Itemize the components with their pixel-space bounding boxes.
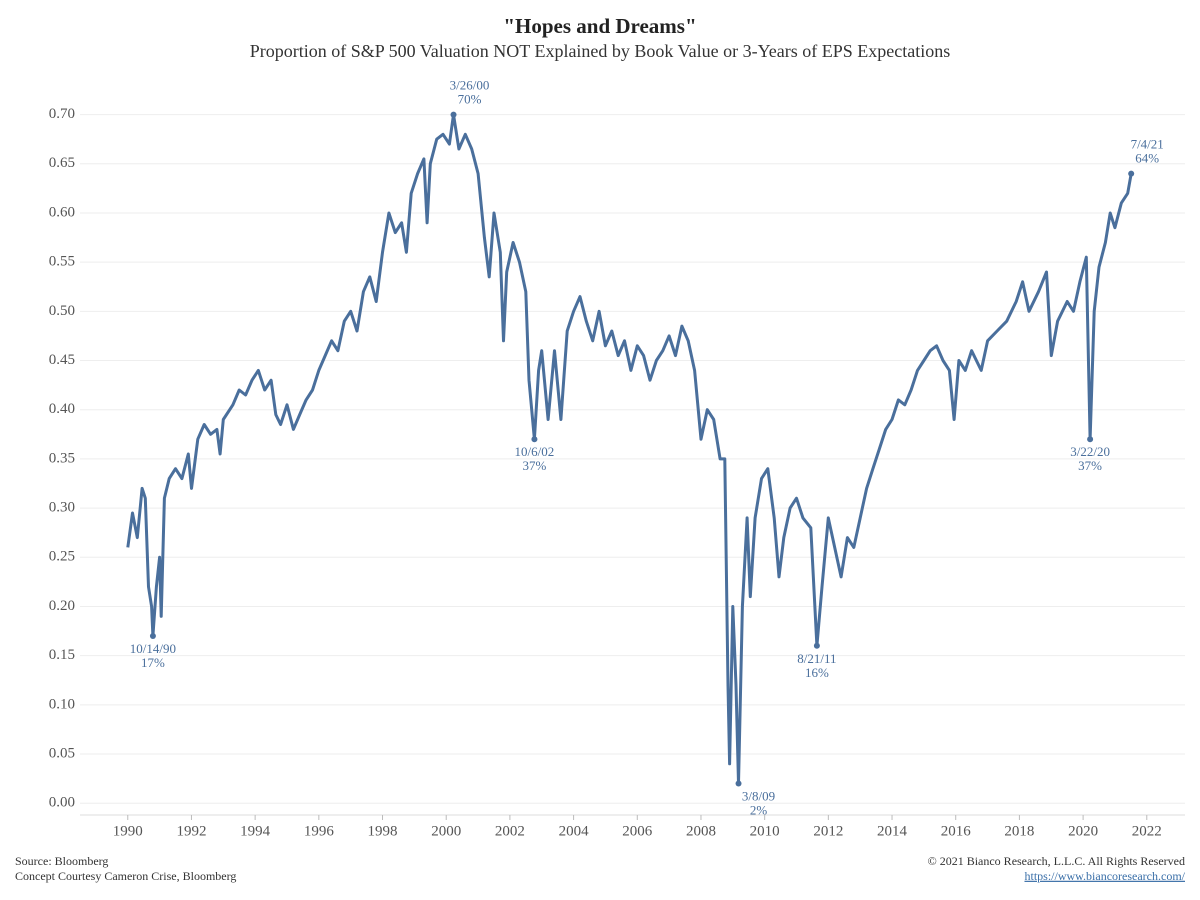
y-tick-label: 0.65 <box>49 155 75 171</box>
annotation-point <box>735 780 742 787</box>
y-tick-label: 0.00 <box>49 795 75 811</box>
x-tick-label: 2016 <box>941 823 972 839</box>
annotation-point <box>1087 436 1094 443</box>
annotation-point <box>531 436 538 443</box>
annotation-date: 7/4/21 <box>1131 137 1164 152</box>
annotation-date: 8/21/11 <box>797 651 836 666</box>
y-tick-label: 0.10 <box>49 696 75 712</box>
source: Source: Bloomberg <box>15 854 108 868</box>
y-tick-label: 0.60 <box>49 204 75 220</box>
x-tick-label: 2006 <box>622 823 653 839</box>
concept: Concept Courtesy Cameron Crise, Bloomber… <box>15 869 236 883</box>
y-tick-label: 0.20 <box>49 598 75 614</box>
annotation-date: 3/22/20 <box>1070 444 1110 459</box>
annotation-label: 37% <box>522 458 546 473</box>
annotation-label: 64% <box>1135 151 1159 166</box>
x-tick-label: 2004 <box>559 823 590 839</box>
annotation-date: 3/8/09 <box>742 789 775 804</box>
x-tick-label: 1990 <box>113 823 143 839</box>
annotation-label: 2% <box>750 803 768 818</box>
annotation-point <box>149 632 156 639</box>
annotation-point <box>813 642 820 649</box>
annotation-date: 10/14/90 <box>130 641 176 656</box>
annotation-label: 70% <box>458 92 482 107</box>
x-tick-label: 2022 <box>1132 823 1162 839</box>
chart-subtitle: Proportion of S&P 500 Valuation NOT Expl… <box>250 41 950 61</box>
x-tick-label: 1992 <box>176 823 206 839</box>
y-tick-label: 0.25 <box>49 549 75 565</box>
y-tick-label: 0.70 <box>49 106 75 122</box>
y-tick-label: 0.40 <box>49 401 75 417</box>
x-tick-label: 2000 <box>431 823 461 839</box>
copyright: © 2021 Bianco Research, L.L.C. All Right… <box>928 854 1185 868</box>
x-tick-label: 1996 <box>304 823 335 839</box>
annotation-label: 17% <box>141 655 165 670</box>
line-series <box>126 113 1133 785</box>
annotation-label: 37% <box>1078 458 1102 473</box>
x-tick-label: 1998 <box>368 823 398 839</box>
x-tick-label: 1994 <box>240 823 271 839</box>
x-tick-label: 2008 <box>686 823 716 839</box>
annotation-date: 10/6/02 <box>515 444 555 459</box>
x-tick-label: 2012 <box>813 823 843 839</box>
annotation-date: 3/26/00 <box>450 78 490 93</box>
x-tick-label: 2014 <box>877 823 908 839</box>
x-tick-label: 2010 <box>750 823 780 839</box>
y-tick-label: 0.45 <box>49 352 75 368</box>
annotation-label: 16% <box>805 665 829 680</box>
x-tick-label: 2018 <box>1004 823 1034 839</box>
annotation-point <box>450 111 457 118</box>
y-tick-label: 0.50 <box>49 303 75 319</box>
y-tick-label: 0.35 <box>49 450 75 466</box>
x-tick-label: 2020 <box>1068 823 1098 839</box>
chart-title: "Hopes and Dreams" <box>503 14 696 38</box>
y-tick-label: 0.55 <box>49 254 75 270</box>
y-tick-label: 0.30 <box>49 500 75 516</box>
url-link[interactable]: https://www.biancoresearch.com/ <box>1024 869 1185 883</box>
x-tick-label: 2002 <box>495 823 525 839</box>
annotation-point <box>1128 170 1135 177</box>
y-tick-label: 0.05 <box>49 745 75 761</box>
y-tick-label: 0.15 <box>49 647 75 663</box>
